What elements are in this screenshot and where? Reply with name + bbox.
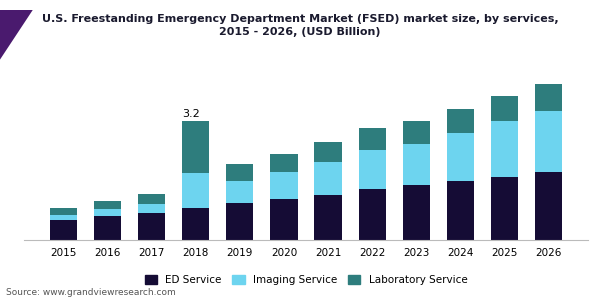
Bar <box>359 189 386 240</box>
Bar <box>50 208 77 215</box>
Bar <box>138 213 165 240</box>
Bar <box>491 177 518 240</box>
Bar <box>138 204 165 213</box>
Bar <box>535 172 562 240</box>
Bar <box>226 164 253 181</box>
Bar <box>403 121 430 144</box>
Bar <box>270 172 298 199</box>
Bar <box>403 144 430 185</box>
Bar <box>535 111 562 172</box>
Bar <box>359 128 386 150</box>
Bar <box>226 203 253 240</box>
Bar <box>447 109 474 133</box>
Bar <box>403 185 430 240</box>
Legend: ED Service, Imaging Service, Laboratory Service: ED Service, Imaging Service, Laboratory … <box>143 273 469 287</box>
Bar <box>50 215 77 220</box>
Bar <box>359 150 386 189</box>
Bar <box>182 121 209 173</box>
Bar <box>491 96 518 121</box>
Bar <box>182 173 209 208</box>
Text: U.S. Freestanding Emergency Department Market (FSED) market size, by services,
2: U.S. Freestanding Emergency Department M… <box>41 14 559 37</box>
Bar <box>182 208 209 240</box>
Bar <box>447 133 474 181</box>
Bar <box>314 162 342 195</box>
Bar <box>270 199 298 240</box>
Bar <box>491 121 518 177</box>
Bar <box>50 220 77 240</box>
Bar <box>226 181 253 203</box>
Bar <box>138 194 165 204</box>
Polygon shape <box>0 10 33 60</box>
Bar <box>314 195 342 240</box>
Text: Source: www.grandviewresearch.com: Source: www.grandviewresearch.com <box>6 288 176 297</box>
Bar <box>447 181 474 240</box>
Text: 3.2: 3.2 <box>182 109 200 119</box>
Bar <box>535 84 562 111</box>
Bar <box>94 216 121 240</box>
Bar <box>94 209 121 216</box>
Bar <box>270 154 298 172</box>
Bar <box>314 142 342 162</box>
Bar <box>94 201 121 209</box>
